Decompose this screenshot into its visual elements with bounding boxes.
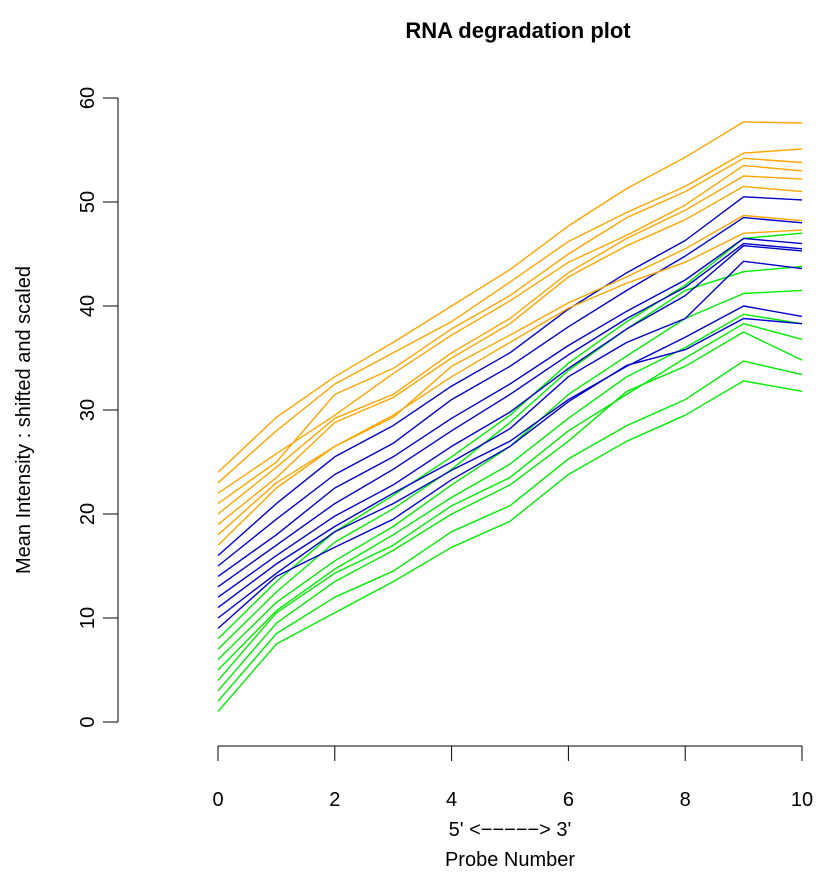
series-line-7: [217, 265, 803, 650]
x-tick-label: 10: [791, 789, 813, 811]
x-axis-label: Probe Number: [445, 849, 575, 871]
series-line-13: [217, 242, 803, 588]
series-line-6: [217, 289, 803, 661]
series-line-16: [217, 196, 803, 557]
x-tick-label: 6: [563, 789, 574, 811]
series-line-1: [217, 380, 803, 713]
series-line-23: [217, 148, 803, 484]
series-line-18: [217, 214, 803, 536]
series-line-15: [217, 216, 803, 567]
series-line-11: [217, 260, 803, 609]
series-line-12: [217, 244, 803, 598]
series-line-17: [217, 229, 803, 546]
chart-title: RNA degradation plot: [405, 18, 631, 43]
y-axis: 0 10 20 30 40 50 60: [77, 87, 119, 728]
x-tick-label: 0: [212, 789, 223, 811]
series-line-5: [217, 313, 803, 671]
y-axis-label: Mean Intensity : shifted and scaled: [13, 266, 35, 574]
x-axis-label-direction: 5' <−−−−−> 3': [449, 819, 572, 841]
x-tick-label: 8: [680, 789, 691, 811]
x-tick-label: 2: [329, 789, 340, 811]
y-tick-label: 30: [77, 399, 99, 421]
y-tick-label: 0: [77, 716, 99, 727]
x-axis: 0 2 4 6 8 10: [212, 745, 813, 811]
series-line-24: [217, 121, 803, 473]
series-line-4: [217, 323, 803, 681]
series-layer: [217, 121, 803, 713]
series-line-22: [217, 164, 803, 494]
series-line-14: [217, 237, 803, 577]
series-line-10: [217, 305, 803, 619]
series-line-3: [217, 331, 803, 692]
series-line-19: [217, 185, 803, 525]
series-line-20: [217, 175, 803, 515]
series-line-2: [217, 360, 803, 702]
y-tick-label: 50: [77, 191, 99, 213]
series-line-21: [217, 157, 803, 505]
series-line-8: [217, 232, 803, 640]
y-tick-label: 20: [77, 503, 99, 525]
series-line-9: [217, 317, 803, 629]
x-tick-label: 4: [446, 789, 457, 811]
y-tick-label: 40: [77, 295, 99, 317]
y-tick-label: 60: [77, 87, 99, 109]
y-tick-label: 10: [77, 607, 99, 629]
